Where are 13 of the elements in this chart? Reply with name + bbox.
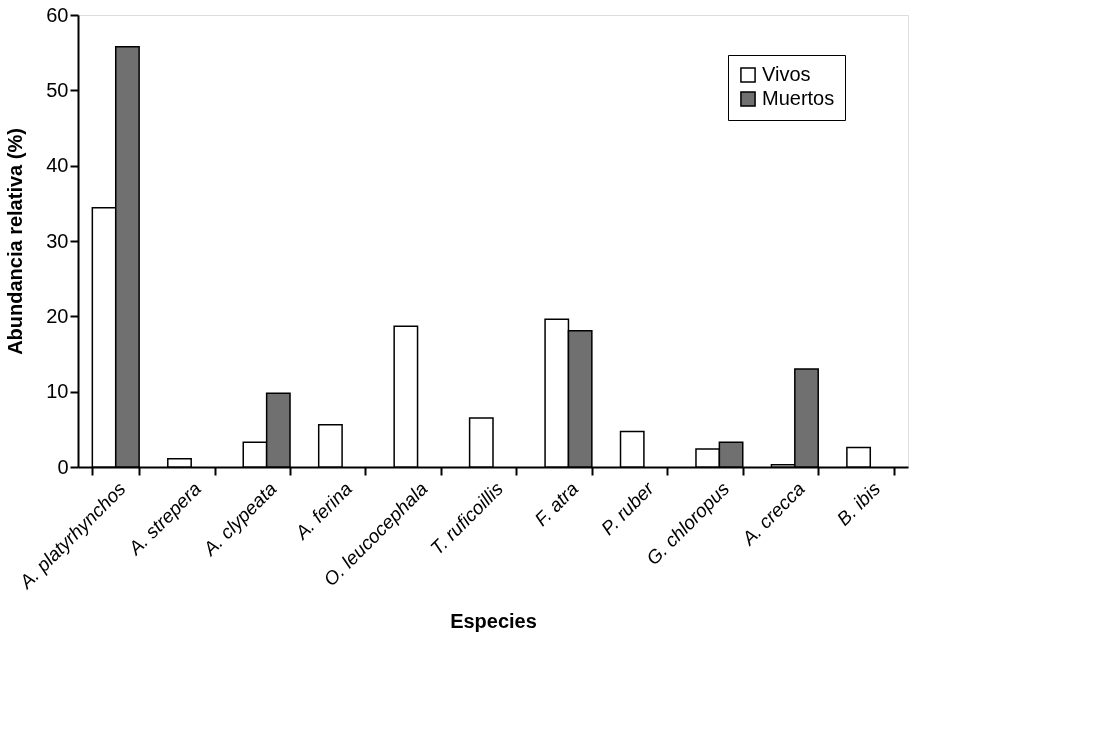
legend-label: Vivos	[762, 63, 811, 85]
y-tick-label: 60	[46, 3, 69, 26]
y-axis-title: Abundancia relativa (%)	[4, 128, 27, 355]
x-tick-label: F. atra	[530, 478, 583, 531]
y-tick-label: 40	[46, 154, 69, 177]
x-tick-label: B. ibis	[832, 477, 885, 530]
y-tick-label: 20	[46, 304, 69, 327]
y-tick-label: 30	[46, 229, 69, 252]
legend-label: Muertos	[762, 87, 835, 109]
y-tick-label: 0	[57, 455, 69, 478]
y-tick-label: 50	[46, 78, 69, 101]
y-tick-label: 10	[46, 380, 69, 403]
x-axis-title: Especies	[450, 610, 537, 633]
